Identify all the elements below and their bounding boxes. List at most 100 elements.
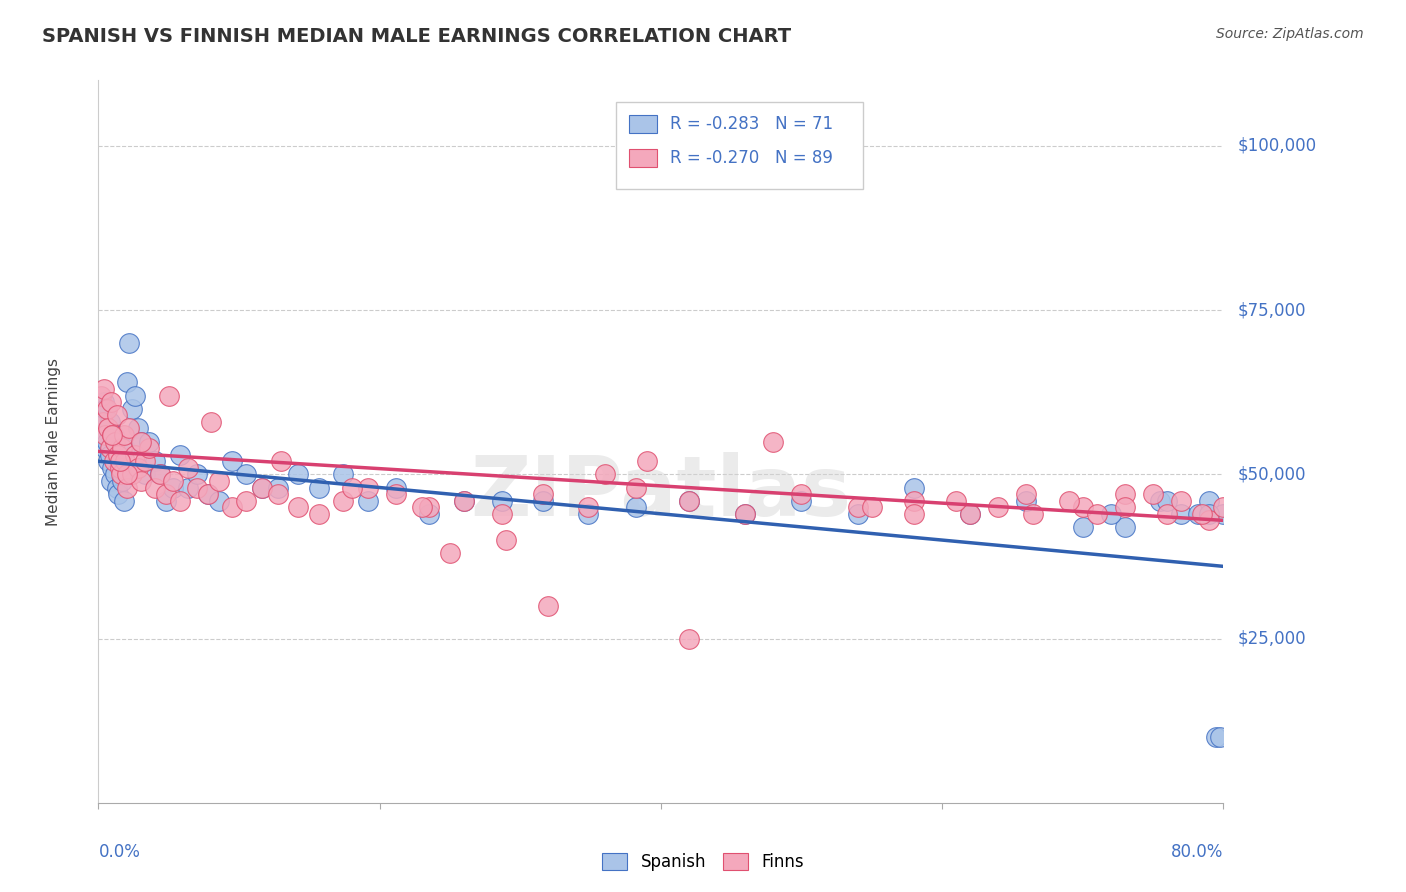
Point <box>790 487 813 501</box>
Point <box>91 428 114 442</box>
Point <box>101 428 124 442</box>
Point <box>624 481 647 495</box>
Point <box>121 467 143 482</box>
Text: Median Male Earnings: Median Male Earnings <box>46 358 60 525</box>
Text: 0.0%: 0.0% <box>98 843 141 861</box>
Point <box>197 487 219 501</box>
Text: $75,000: $75,000 <box>1237 301 1306 319</box>
Text: SPANISH VS FINNISH MEDIAN MALE EARNINGS CORRELATION CHART: SPANISH VS FINNISH MEDIAN MALE EARNINGS … <box>42 27 792 45</box>
Point <box>186 467 208 482</box>
Point <box>1114 487 1136 501</box>
Point <box>118 336 141 351</box>
Point <box>104 434 127 449</box>
Point <box>1212 500 1234 515</box>
Point <box>221 454 243 468</box>
Point <box>96 401 118 416</box>
Point <box>860 500 883 515</box>
Point <box>124 388 146 402</box>
Point <box>162 481 184 495</box>
Point <box>357 493 380 508</box>
Point <box>1022 507 1045 521</box>
Point <box>491 493 513 508</box>
Legend: Spanish, Finns: Spanish, Finns <box>593 845 813 880</box>
Point <box>903 507 925 521</box>
Point <box>98 415 121 429</box>
Point <box>157 388 180 402</box>
Point <box>762 434 785 449</box>
Point <box>340 481 363 495</box>
Point <box>678 493 700 508</box>
Point <box>94 441 117 455</box>
Point <box>103 428 125 442</box>
Point <box>98 448 121 462</box>
Point <box>576 507 599 521</box>
Point <box>418 507 440 521</box>
Point <box>97 454 120 468</box>
Point <box>250 481 273 495</box>
Point <box>495 533 517 547</box>
Text: $50,000: $50,000 <box>1237 466 1306 483</box>
Text: ZIPatlas: ZIPatlas <box>471 451 851 533</box>
Point <box>439 546 461 560</box>
Point <box>267 481 290 495</box>
Point <box>138 434 160 449</box>
Point <box>1170 507 1192 521</box>
Point <box>107 448 129 462</box>
Point <box>93 382 115 396</box>
Point <box>1142 487 1164 501</box>
Text: $25,000: $25,000 <box>1237 630 1306 648</box>
Point <box>100 395 122 409</box>
FancyBboxPatch shape <box>630 149 658 168</box>
Point <box>453 493 475 508</box>
Point <box>90 388 112 402</box>
Text: $100,000: $100,000 <box>1237 137 1317 155</box>
Point <box>186 481 208 495</box>
Point <box>1198 513 1220 527</box>
Text: R = -0.270   N = 89: R = -0.270 N = 89 <box>669 149 832 168</box>
Point <box>107 487 129 501</box>
Point <box>149 467 172 482</box>
Point <box>108 460 131 475</box>
Point <box>734 507 756 521</box>
Point <box>103 454 125 468</box>
Point <box>531 487 554 501</box>
Point <box>1187 507 1209 521</box>
Point <box>155 487 177 501</box>
Point <box>111 441 134 455</box>
Point <box>1015 493 1038 508</box>
Point <box>1198 507 1220 521</box>
Point <box>111 474 134 488</box>
Point <box>846 507 869 521</box>
Point <box>1149 493 1171 508</box>
Point <box>115 376 138 390</box>
Point <box>110 467 132 482</box>
Point <box>98 441 121 455</box>
Point <box>104 467 127 482</box>
Point <box>734 507 756 521</box>
Point <box>138 441 160 455</box>
Point <box>162 474 184 488</box>
Point <box>846 500 869 515</box>
Point <box>1191 507 1213 521</box>
Point <box>124 448 146 462</box>
Point <box>129 434 152 449</box>
Point <box>411 500 433 515</box>
Point <box>385 481 408 495</box>
Point <box>945 493 967 508</box>
Point <box>959 507 981 521</box>
Text: R = -0.283   N = 71: R = -0.283 N = 71 <box>669 115 832 133</box>
Point <box>129 474 152 488</box>
Point <box>121 401 143 416</box>
Point <box>149 467 172 482</box>
Point <box>1205 730 1227 744</box>
Point <box>1057 493 1080 508</box>
FancyBboxPatch shape <box>630 114 658 133</box>
Point <box>987 500 1010 515</box>
Point <box>287 467 309 482</box>
Point <box>267 487 290 501</box>
Point <box>308 481 330 495</box>
Point <box>235 467 257 482</box>
Point <box>959 507 981 521</box>
Point <box>678 632 700 646</box>
Point <box>418 500 440 515</box>
